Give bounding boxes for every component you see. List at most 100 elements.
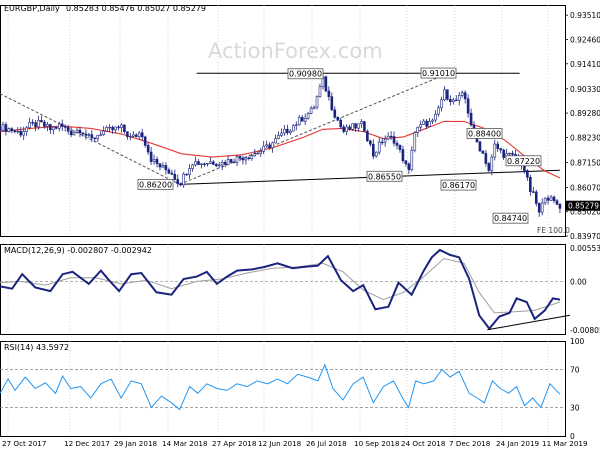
candle-body xyxy=(226,159,230,165)
date-tick-label: 14 Mar 2018 xyxy=(162,439,208,448)
dashed-line xyxy=(179,72,450,185)
macd-signal-line xyxy=(0,257,561,314)
candle-body xyxy=(99,134,103,136)
candle-body xyxy=(81,132,85,135)
candle-body xyxy=(425,120,428,127)
candle-body xyxy=(155,158,159,164)
candle-body xyxy=(360,121,363,125)
macd-tick-label: 0.00 xyxy=(570,277,587,286)
candle-body xyxy=(274,138,277,144)
candle-body xyxy=(229,159,233,163)
candle-body xyxy=(460,92,464,96)
candle-body xyxy=(374,151,378,157)
candle-body xyxy=(102,130,105,135)
rsi-tick-label: 100 xyxy=(570,337,585,346)
candle-body xyxy=(63,125,67,128)
candle-body xyxy=(129,135,132,138)
candle-body xyxy=(351,123,354,130)
candle-body xyxy=(398,145,402,150)
candle-body xyxy=(534,191,538,204)
candle-body xyxy=(241,157,245,161)
watermark: ActionForex.com xyxy=(208,39,383,63)
candle-body xyxy=(46,124,49,127)
price-tick-label: 0.89280 xyxy=(570,109,600,118)
candle-body xyxy=(140,132,144,138)
candle-body xyxy=(454,99,458,102)
candle-body xyxy=(327,90,331,97)
candle-body xyxy=(481,150,485,154)
candle-body xyxy=(232,161,236,164)
date-tick-label: 10 Sep 2018 xyxy=(354,439,400,448)
price-tick-label: 0.88230 xyxy=(570,133,600,142)
candle-body xyxy=(511,152,514,155)
candle-body xyxy=(309,107,313,114)
candle-body xyxy=(244,157,248,161)
candle-body xyxy=(558,204,562,209)
candle-body xyxy=(324,76,328,92)
date-tick-label: 24 Jan 2019 xyxy=(496,439,540,448)
price-level-box xyxy=(366,170,403,182)
current-price-tag xyxy=(566,200,600,211)
candle-body xyxy=(161,165,165,168)
candle-body xyxy=(280,132,283,136)
candle-body xyxy=(182,173,185,186)
candle-body xyxy=(19,130,23,136)
date-tick-label: 12 Jun 2018 xyxy=(258,439,302,448)
date-tick-label: 7 Dec 2018 xyxy=(449,439,491,448)
candle-body xyxy=(22,131,26,136)
macd-title: MACD(12,26,9) -0.002807 -0.002942 xyxy=(4,246,152,255)
price-level-text: 0.87220 xyxy=(507,157,540,166)
candle-body xyxy=(449,98,452,102)
date-tick-label: 29 Jan 2018 xyxy=(114,439,158,448)
candle-body xyxy=(188,168,191,175)
price-level-label: 0.86170 xyxy=(440,179,477,191)
macd-trendline xyxy=(487,314,571,331)
candle-body xyxy=(383,138,387,143)
candle-body xyxy=(214,164,218,167)
candle-body xyxy=(499,148,503,151)
candle-body xyxy=(108,126,111,129)
price-level-box xyxy=(466,128,503,139)
candle-body xyxy=(413,132,417,151)
candle-body xyxy=(490,156,494,171)
candle-body xyxy=(176,179,180,185)
candle-body xyxy=(111,126,114,131)
candle-body xyxy=(57,123,61,129)
candle-body xyxy=(297,117,301,126)
date-tick-label: 11 Mar 2019 xyxy=(542,439,588,448)
candle-body xyxy=(191,164,194,169)
candle-body xyxy=(336,116,340,121)
price-level-text: 0.90980 xyxy=(289,70,322,79)
price-level-box xyxy=(440,179,477,191)
candle-body xyxy=(7,128,11,132)
candle-body xyxy=(552,196,556,202)
price-level-label: 0.91010 xyxy=(420,67,457,79)
candle-body xyxy=(434,113,437,121)
candle-body xyxy=(339,119,343,128)
price-tick-label: 0.83970 xyxy=(570,232,600,241)
candle-body xyxy=(428,120,431,127)
ohlc-values: 0.85283 0.85476 0.85027 0.85279 xyxy=(66,4,206,13)
price-tick-label: 0.91410 xyxy=(570,60,600,69)
macd-tick-label: 0.005534 xyxy=(570,244,600,253)
candle-body xyxy=(223,161,227,165)
candle-body xyxy=(60,123,64,127)
candle-body xyxy=(463,92,467,100)
price-level-text: 0.86170 xyxy=(442,181,475,190)
candle-body xyxy=(1,124,5,131)
candle-body xyxy=(555,200,559,205)
current-price-text: 0.85279 xyxy=(568,202,599,211)
candle-body xyxy=(543,197,547,204)
candle-body xyxy=(256,152,260,155)
candle-body xyxy=(315,96,319,108)
date-tick-label: 27 Apr 2018 xyxy=(212,439,257,448)
price-level-box xyxy=(420,67,457,79)
candle-body xyxy=(540,202,544,213)
candle-body xyxy=(529,176,532,192)
candle-body xyxy=(217,164,221,167)
candle-body xyxy=(49,124,52,131)
date-tick-label: 26 Jul 2018 xyxy=(306,439,347,448)
candle-body xyxy=(253,153,257,157)
candle-body xyxy=(137,132,141,137)
